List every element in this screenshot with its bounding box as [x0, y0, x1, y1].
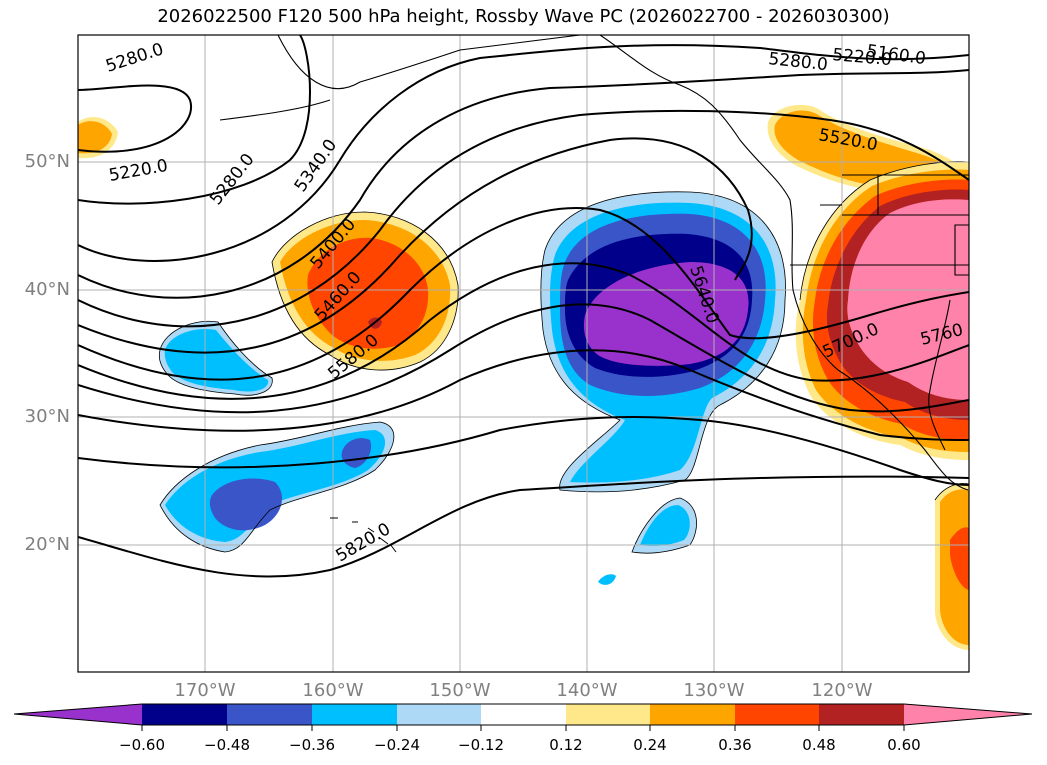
colorbar-tick-label: −0.60: [119, 736, 165, 754]
contour-label: 5220.0: [107, 156, 169, 186]
contour-label: 5280.0: [767, 49, 828, 75]
colorbar-tick-label: −0.48: [204, 736, 250, 754]
hawaiian-islands: [330, 517, 397, 553]
map-frame: [77, 34, 970, 673]
lon-label-160w: 160°W: [302, 680, 364, 701]
lon-label-130w: 130°W: [683, 680, 745, 701]
colorbar-bin: [735, 704, 820, 725]
lon-label-120w: 120°W: [811, 680, 873, 701]
neg-anomaly-purple: [583, 262, 749, 366]
colorbar-bin: [566, 704, 651, 725]
anomaly-shading: [78, 104, 969, 650]
colorbar-tick-label: −0.12: [458, 736, 504, 754]
colorbar-min-extend: [14, 704, 142, 725]
lon-label-140w: 140°W: [556, 680, 618, 701]
colorbar-max-extend: [904, 704, 1032, 725]
colorbar-bin: [397, 704, 482, 725]
colorbar-tick-label: 0.24: [633, 736, 667, 754]
contour-label: 5340.0: [291, 136, 342, 196]
colorbar-tick-label: 0.48: [802, 736, 836, 754]
lon-label-170w: 170°W: [174, 680, 236, 701]
colorbar-bin: [650, 704, 736, 725]
colorbar-bin: [227, 704, 313, 725]
colorbar-bin: [312, 704, 398, 725]
coastlines: [219, 35, 969, 491]
contour-label: 5280.0: [206, 150, 258, 209]
lat-label-40n: 40°N: [24, 279, 70, 300]
colorbar-tick-label: 0.12: [549, 736, 583, 754]
lon-label-150w: 150°W: [429, 680, 491, 701]
map-title: 2026022500 F120 500 hPa height, Rossby W…: [157, 6, 890, 27]
colorbar-tick-label: −0.36: [289, 736, 335, 754]
lat-label-20n: 20°N: [24, 534, 70, 555]
contour-label: 5220.0: [832, 45, 893, 70]
lat-label-50n: 50°N: [24, 151, 70, 172]
lat-label-30n: 30°N: [24, 406, 70, 427]
contour-label: 5280.0: [103, 39, 166, 76]
contour-label: 5820.0: [333, 519, 395, 566]
colorbar-bin: [481, 704, 567, 725]
colorbar-bin: [819, 704, 905, 725]
height-contours: [78, 35, 969, 578]
colorbar-tick-label: 0.36: [718, 736, 752, 754]
colorbar: [13, 703, 1033, 731]
colorbar-tick-label: 0.60: [887, 736, 921, 754]
colorbar-bin: [142, 704, 228, 725]
colorbar-tick-label: −0.24: [374, 736, 420, 754]
